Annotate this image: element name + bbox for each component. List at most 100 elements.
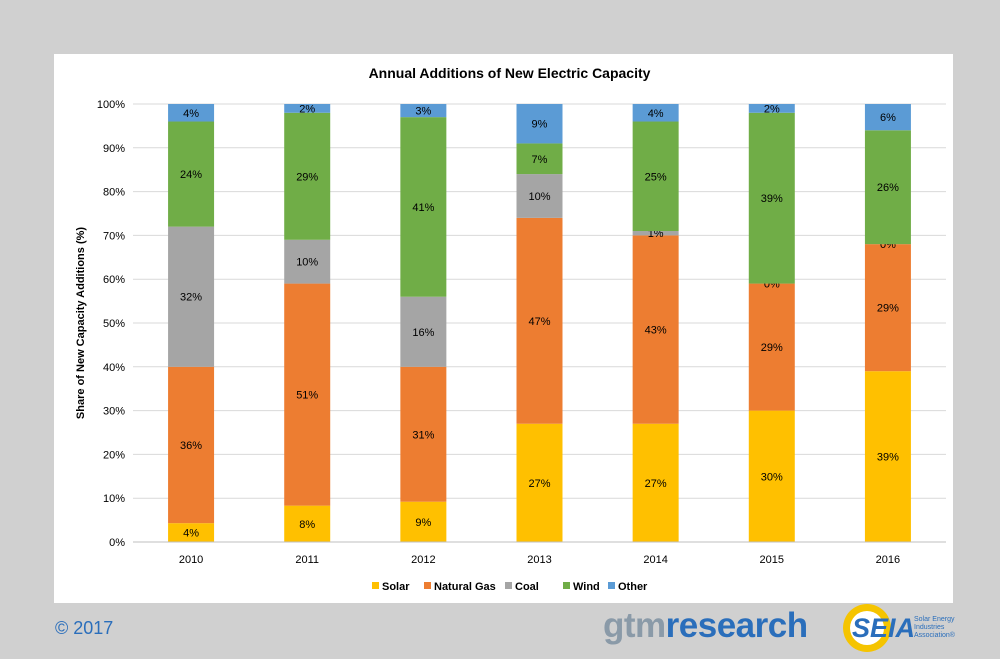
legend-swatch — [505, 582, 512, 589]
stacked-bar-chart: Annual Additions of New Electric Capacit… — [75, 65, 946, 593]
bar-segment-wind — [632, 121, 679, 232]
bar-segment-solar — [516, 423, 563, 542]
bar-segment-other — [284, 104, 331, 113]
legend-swatch — [424, 582, 431, 589]
data-label: 10% — [528, 191, 550, 203]
bar-segment-wind — [516, 143, 563, 175]
legend-swatch — [608, 582, 615, 589]
data-label: 6% — [880, 112, 896, 124]
y-tick-label: 50% — [103, 318, 125, 330]
bar-segment-coal — [168, 226, 215, 367]
bar-segment-other — [864, 104, 911, 131]
x-tick-label: 2011 — [295, 554, 319, 566]
data-label: 2% — [764, 103, 780, 115]
data-label: 27% — [645, 478, 667, 490]
legend-label: Coal — [515, 581, 539, 593]
bar-segment-wind — [284, 112, 331, 240]
data-label: 25% — [645, 171, 667, 183]
data-label: 8% — [299, 519, 315, 531]
seia-sub-line: Industries — [914, 624, 945, 631]
bar-segment-natural-gas — [864, 244, 911, 372]
y-axis-label: Share of New Capacity Additions (%) — [75, 227, 87, 419]
data-label: 3% — [415, 106, 431, 118]
bar-segment-coal — [516, 174, 563, 218]
data-label: 39% — [877, 452, 899, 464]
data-label: 30% — [761, 471, 783, 483]
data-label: 29% — [761, 342, 783, 354]
data-label: 47% — [528, 316, 550, 328]
legend-label: Wind — [573, 581, 600, 593]
y-tick-label: 20% — [103, 449, 125, 461]
bar-segment-other — [400, 104, 447, 118]
y-tick-label: 70% — [103, 230, 125, 242]
bar-segment-other — [632, 104, 679, 122]
bar-segment-coal — [632, 231, 679, 236]
y-tick-label: 40% — [103, 362, 125, 374]
data-label: 26% — [877, 182, 899, 194]
x-tick-label: 2012 — [411, 554, 435, 566]
chart-panel: Annual Additions of New Electric Capacit… — [54, 54, 953, 603]
bar-segment-wind — [748, 112, 795, 284]
data-label: 16% — [412, 327, 434, 339]
legend-label: Other — [618, 581, 648, 593]
y-tick-label: 60% — [103, 274, 125, 286]
bar-segment-solar — [284, 505, 331, 542]
seia-logo-text: SEIA — [852, 613, 916, 643]
y-tick-label: 0% — [109, 537, 125, 549]
data-label: 27% — [528, 478, 550, 490]
y-tick-label: 80% — [103, 187, 125, 199]
bar-segment-solar — [864, 371, 911, 542]
data-label: 24% — [180, 169, 202, 181]
x-tick-label: 2015 — [760, 554, 784, 566]
chart-title: Annual Additions of New Electric Capacit… — [369, 65, 651, 81]
seia-logo-subtitle: Solar Energy Industries Association® — [914, 616, 960, 640]
y-tick-label: 90% — [103, 143, 125, 155]
data-label: 4% — [183, 528, 199, 540]
legend-label: Solar — [382, 581, 410, 593]
bar-segment-wind — [400, 117, 447, 297]
x-tick-label: 2013 — [527, 554, 551, 566]
bar-segment-natural-gas — [284, 283, 331, 506]
bar-segment-solar — [168, 523, 215, 542]
gtm-logo-part2: research — [665, 606, 808, 645]
data-label: 29% — [877, 303, 899, 315]
data-label: 9% — [532, 119, 548, 131]
bar-segment-solar — [400, 501, 447, 542]
data-label: 51% — [296, 390, 318, 402]
data-label: 7% — [532, 154, 548, 166]
data-label: 2% — [299, 103, 315, 115]
seia-sub-line: Association® — [914, 632, 955, 639]
bar-segment-other — [168, 104, 215, 122]
x-tick-label: 2014 — [643, 554, 667, 566]
y-tick-label: 10% — [103, 493, 125, 505]
copyright-text: © 2017 — [55, 618, 114, 638]
bar-segment-solar — [748, 410, 795, 542]
data-label: 32% — [180, 292, 202, 304]
bar-segment-other — [516, 104, 563, 144]
data-label: 4% — [183, 108, 199, 120]
seia-sun-icon — [843, 604, 891, 652]
bar-segment-natural-gas — [168, 366, 215, 524]
data-label: 31% — [412, 429, 434, 441]
seia-sub-line: Solar Energy — [914, 616, 955, 623]
bar-segment-natural-gas — [516, 217, 563, 424]
bar-segment-natural-gas — [400, 366, 447, 502]
data-label: 43% — [645, 325, 667, 337]
seia-logo: SEIA Solar Energy Industries Association… — [840, 603, 960, 653]
x-tick-label: 2016 — [876, 554, 900, 566]
y-tick-label: 100% — [97, 99, 125, 111]
y-tick-label: 30% — [103, 406, 125, 418]
bar-segment-coal — [284, 239, 331, 284]
legend-swatch — [372, 582, 379, 589]
gtm-logo-part1: gtm — [603, 606, 666, 645]
bar-segment-solar — [632, 423, 679, 542]
data-label: 36% — [180, 440, 202, 452]
bar-segment-natural-gas — [632, 235, 679, 424]
bar-segment-natural-gas — [748, 283, 795, 411]
data-label: 39% — [761, 193, 783, 205]
data-label: 41% — [412, 202, 434, 214]
data-label: 29% — [296, 171, 318, 183]
data-label: 4% — [648, 108, 664, 120]
data-label: 9% — [415, 517, 431, 529]
x-tick-label: 2010 — [179, 554, 203, 566]
